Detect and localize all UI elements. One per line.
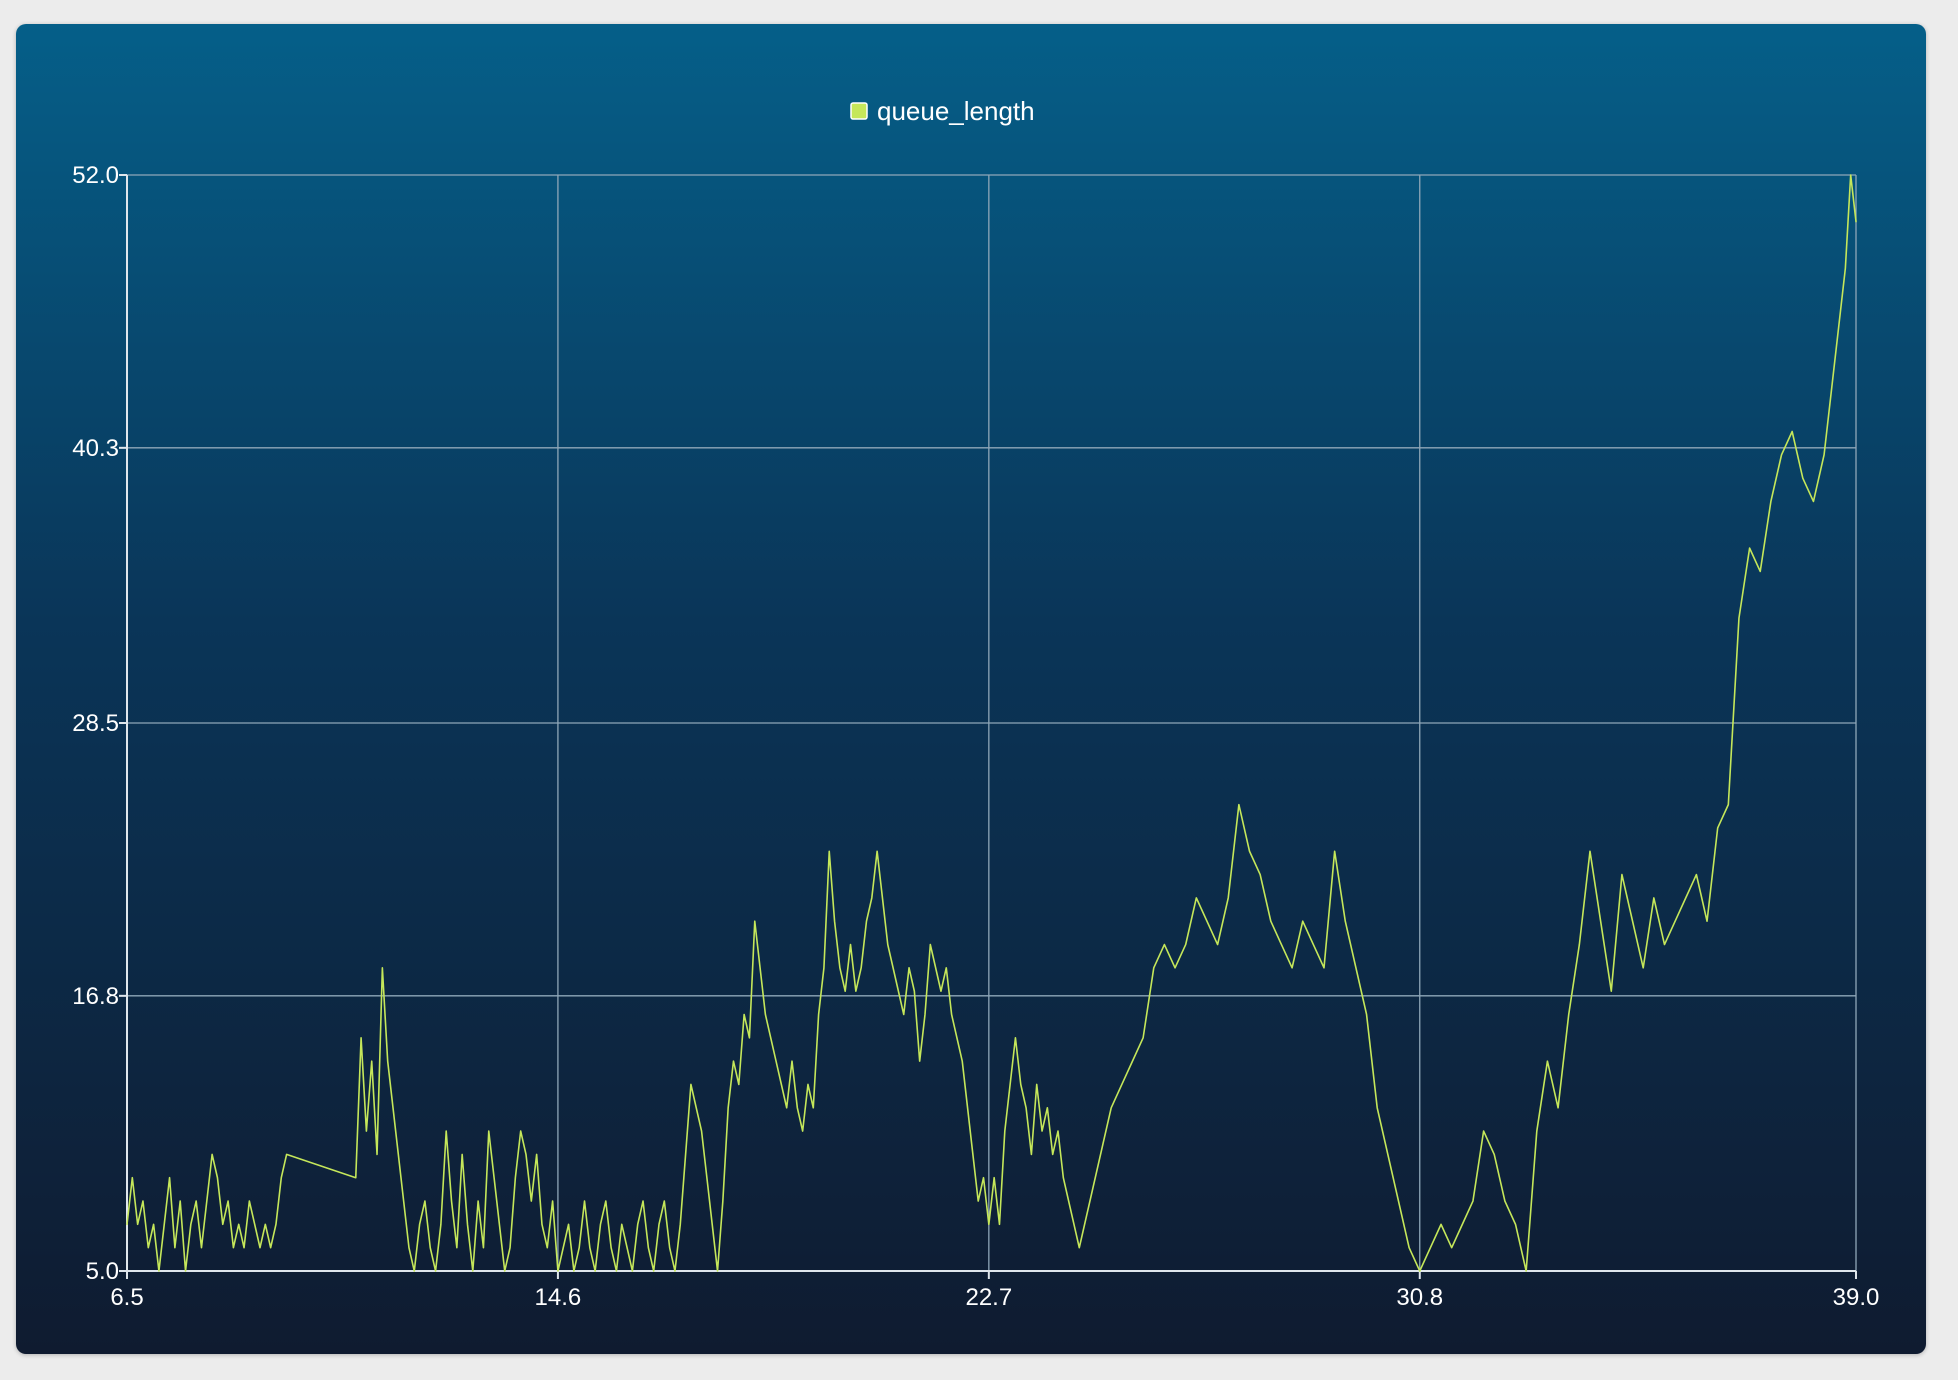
y-tick-label: 52.0	[72, 162, 119, 189]
grid-layer	[126, 174, 1857, 1272]
axes-layer: 6.5 14.6 22.7 30.8 39.0 52.0 40.3 28.5 16.8 5.0	[72, 162, 1879, 1311]
x-tick-label: 6.5	[110, 1284, 143, 1311]
y-tick-label: 5.0	[86, 1258, 119, 1285]
y-tick-label: 16.8	[72, 983, 119, 1010]
legend-swatch-icon	[850, 102, 868, 120]
legend: queue_length	[850, 96, 1035, 126]
series-line-queue_length	[126, 174, 1857, 1272]
x-tick-label: 30.8	[1396, 1284, 1443, 1311]
legend-label: queue_length	[877, 96, 1035, 126]
y-tick-label: 40.3	[72, 435, 119, 462]
x-tick-label: 39.0	[1833, 1284, 1880, 1311]
series-layer	[126, 174, 1857, 1272]
x-tick-label: 14.6	[535, 1284, 582, 1311]
y-tick-label: 28.5	[72, 710, 119, 737]
x-tick-label: 22.7	[965, 1284, 1012, 1311]
